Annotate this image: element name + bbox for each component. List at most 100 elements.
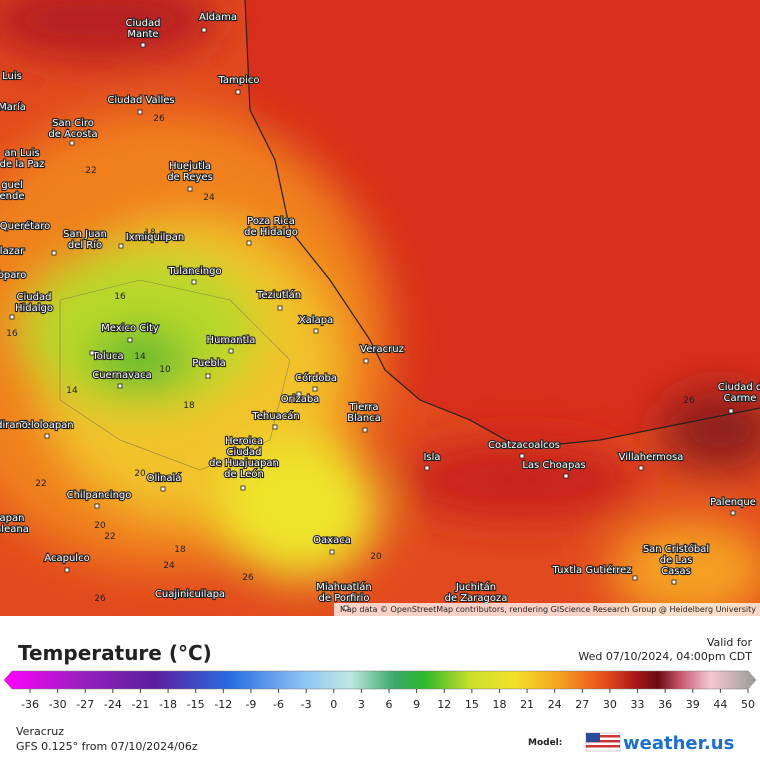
city-label: ende <box>0 191 25 202</box>
contour-label: 18 <box>174 545 186 555</box>
scale-label: 44 <box>713 698 727 711</box>
contour-label: 26 <box>94 594 106 604</box>
city-label: Hidalgo <box>15 303 53 314</box>
contour-label: 22 <box>104 532 115 542</box>
city-label: Aldama <box>199 12 237 23</box>
valid-label: Valid for <box>707 636 753 649</box>
city-label: Casas <box>661 566 691 577</box>
contour-label: 16 <box>114 292 126 302</box>
city-marker <box>187 186 193 192</box>
city-label: Huejutla <box>169 161 211 172</box>
contour-label: 14 <box>66 386 78 396</box>
city-label: aleana <box>0 524 29 535</box>
city-marker <box>140 42 146 48</box>
contour-label: 26 <box>683 396 695 406</box>
city-label: de León <box>224 468 264 480</box>
city-marker <box>362 427 368 433</box>
city-label: de Porfirio <box>319 593 370 604</box>
city-marker <box>205 373 211 379</box>
city-label: apan <box>0 513 24 524</box>
city-label: Tulancingo <box>167 266 221 277</box>
city-label: bparo <box>0 270 26 281</box>
scale-label: -15 <box>187 698 205 711</box>
city-marker <box>312 386 318 392</box>
city-label: Tuxtla Gutiérrez <box>551 564 631 576</box>
city-label: Tehuacán <box>251 410 299 422</box>
contour-label: 20 <box>134 469 146 479</box>
scale-label: 0 <box>330 698 337 711</box>
contour-label: 22 <box>35 479 46 489</box>
city-label: Teloloapan <box>19 420 73 431</box>
scale-label: -6 <box>273 698 284 711</box>
city-marker <box>44 433 50 439</box>
city-label: Isla <box>423 452 440 463</box>
scale-label: -3 <box>301 698 312 711</box>
city-label: Teziutlán <box>256 289 301 301</box>
city-label: de Las <box>660 555 693 566</box>
city-marker <box>228 348 234 354</box>
city-label: Cuernavaca <box>92 370 152 381</box>
valid-time: Wed 07/10/2024, 04:00pm CDT <box>578 650 752 663</box>
city-marker <box>329 549 335 555</box>
contour-label: 24 <box>163 561 175 571</box>
city-marker <box>127 337 133 343</box>
city-label: de Acosta <box>48 129 97 140</box>
city-marker <box>730 510 736 516</box>
scale-label: -30 <box>49 698 67 711</box>
scale-label: 12 <box>437 698 451 711</box>
contour-label: 14 <box>134 352 146 362</box>
city-label: de Zaragoza <box>445 593 508 604</box>
attribution: Map data © OpenStreetMap contributors, r… <box>340 605 756 614</box>
color-scale <box>3 670 757 690</box>
city-marker <box>240 485 246 491</box>
city-label: Heroica <box>225 436 263 447</box>
city-marker <box>118 243 124 249</box>
scale-label: 50 <box>741 698 755 711</box>
city-marker <box>89 350 95 356</box>
map: CiudadManteAldamaTampicoLuisMaríaCiudad … <box>0 0 760 616</box>
city-label: Ixmiquilpan <box>126 232 184 243</box>
city-marker <box>363 358 369 364</box>
scale-label: 27 <box>575 698 589 711</box>
scale-label: 33 <box>631 698 645 711</box>
city-label: Chilpancingo <box>67 490 132 501</box>
city-marker <box>137 109 143 115</box>
city-label: Toluca <box>91 351 123 362</box>
contour-label: 18 <box>144 228 156 238</box>
city-label: Carme <box>724 393 757 404</box>
city-label: dirano <box>0 420 28 431</box>
contour-label: 22 <box>85 166 96 176</box>
city-label: de Hidalgo <box>244 227 298 238</box>
city-label: Oaxaca <box>313 535 351 546</box>
city-label: Mante <box>127 29 158 40</box>
model-run: GFS 0.125° from 07/10/2024/06z <box>16 740 198 753</box>
city-marker <box>160 486 166 492</box>
city-label: lazar <box>0 246 25 257</box>
city-label: Ciudad d <box>718 382 760 393</box>
city-label: Tierra <box>349 402 379 413</box>
city-marker <box>117 383 123 389</box>
city-marker <box>272 424 278 430</box>
contour-label: 20 <box>94 521 106 531</box>
city-label: de Huajuapan <box>209 458 279 469</box>
city-marker <box>201 27 207 33</box>
legend-title: Temperature (°C) <box>18 641 212 665</box>
city-marker <box>424 465 430 471</box>
scale-label: 18 <box>492 698 506 711</box>
contour-label: 26 <box>153 114 165 124</box>
city-label: Acapulco <box>44 553 89 564</box>
contour-label: 18 <box>183 401 195 411</box>
brand: weather.us <box>623 733 734 754</box>
city-marker <box>235 89 241 95</box>
scale-label: -36 <box>21 698 39 711</box>
city-label: del Río <box>68 239 102 251</box>
city-marker <box>69 140 75 146</box>
scale-label: -9 <box>245 698 256 711</box>
scale-label: -24 <box>104 698 122 711</box>
city-label: San Cristóbal <box>643 543 709 555</box>
scale-label: -18 <box>159 698 177 711</box>
city-label: Querétaro <box>0 220 50 232</box>
city-label: Las Choapas <box>522 460 585 471</box>
city-label: Palenque <box>710 497 756 508</box>
scale-label: 21 <box>520 698 534 711</box>
